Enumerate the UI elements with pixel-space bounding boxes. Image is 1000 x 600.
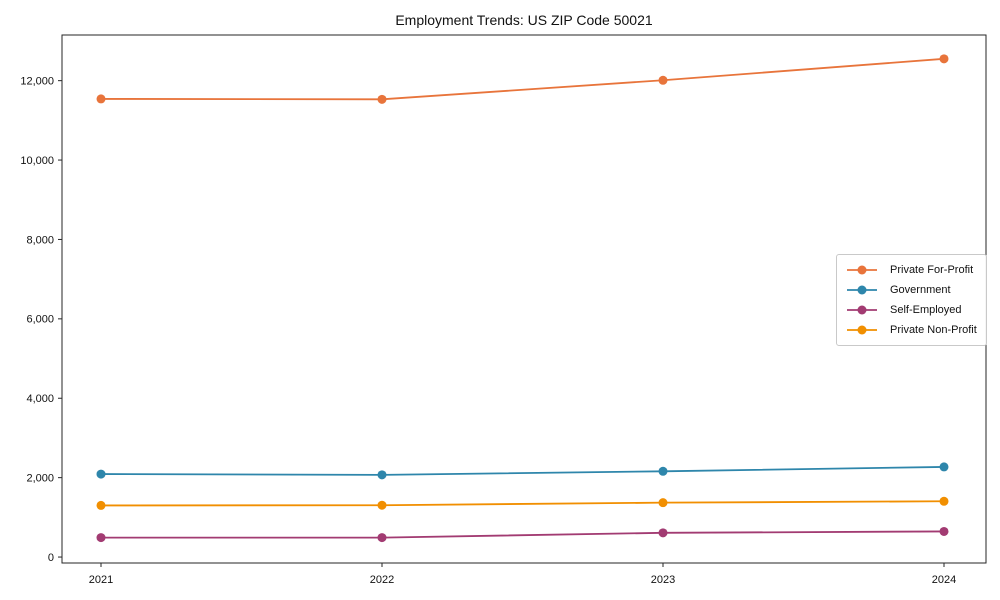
data-point-government	[658, 466, 668, 476]
y-axis-tick-label: 10,000	[20, 155, 54, 167]
y-axis-tick-label: 0	[48, 552, 54, 564]
y-axis-tick-label: 8,000	[26, 234, 54, 246]
data-point-private-non-profit	[658, 498, 668, 508]
data-point-private-for-profit	[658, 75, 668, 85]
legend-marker-icon	[847, 265, 877, 275]
data-point-private-for-profit	[939, 54, 949, 64]
data-point-self-employed	[96, 533, 106, 543]
legend-item-self-employed: Self-Employed	[846, 300, 977, 320]
legend-label: Government	[890, 284, 951, 296]
y-axis-tick-label: 12,000	[20, 75, 54, 87]
data-point-self-employed	[658, 528, 668, 538]
data-point-private-for-profit	[377, 94, 387, 104]
y-axis-tick-label: 6,000	[26, 314, 54, 326]
legend-item-government: Government	[846, 280, 977, 300]
x-axis-tick-label: 2022	[370, 574, 394, 586]
series-line-self-employed	[100, 530, 945, 539]
series-line-private-non-profit	[100, 500, 945, 507]
legend-marker-icon	[847, 325, 877, 335]
legend-marker-icon	[847, 285, 877, 295]
legend-label: Private Non-Profit	[890, 324, 977, 336]
data-point-self-employed	[377, 533, 387, 543]
legend-item-private-for-profit: Private For-Profit	[846, 260, 977, 280]
data-point-private-non-profit	[377, 500, 387, 510]
data-point-government	[939, 462, 949, 472]
legend-label: Self-Employed	[890, 304, 962, 316]
data-point-private-for-profit	[96, 94, 106, 104]
x-axis-tick-label: 2021	[89, 574, 113, 586]
x-axis-tick-label: 2023	[651, 574, 675, 586]
data-point-private-non-profit	[96, 500, 106, 510]
chart-legend: Private For-Profit Government Self-Employe…	[836, 254, 987, 346]
y-axis-tick-label: 4,000	[26, 393, 54, 405]
legend-item-private-non-profit: Private Non-Profit	[846, 320, 977, 340]
data-point-private-non-profit	[939, 496, 949, 506]
series-line-private-for-profit	[100, 57, 945, 101]
legend-label: Private For-Profit	[890, 264, 974, 276]
series-line-government	[100, 466, 945, 476]
x-axis-tick-label: 2024	[932, 574, 956, 586]
data-point-government	[377, 470, 387, 480]
data-point-self-employed	[939, 526, 949, 536]
y-axis-tick-label: 2,000	[26, 472, 54, 484]
legend-marker-icon	[847, 305, 877, 315]
chart-title: Employment Trends: US ZIP Code 50021	[395, 12, 653, 28]
data-point-government	[96, 469, 106, 479]
